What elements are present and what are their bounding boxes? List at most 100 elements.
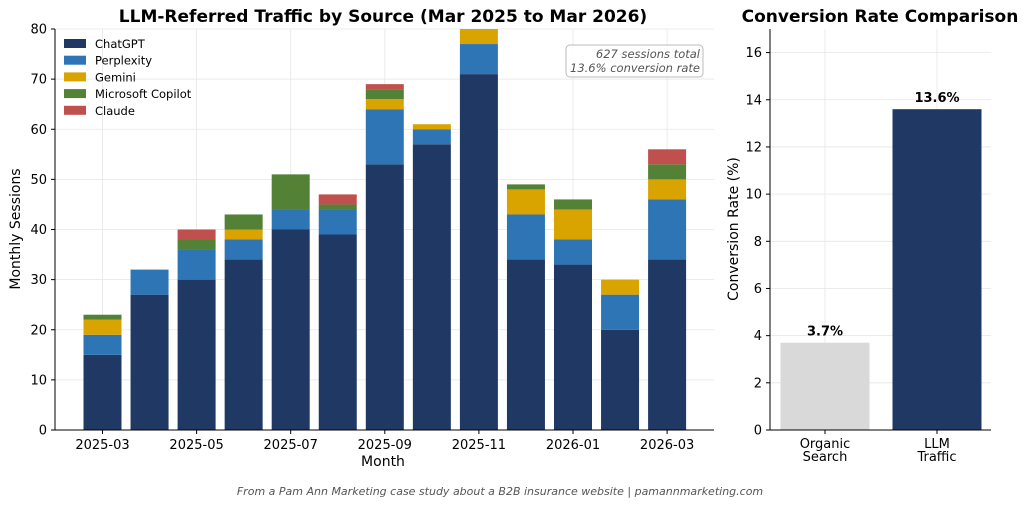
y-tick-label: 2: [754, 376, 762, 391]
conversion-bar: [892, 109, 982, 430]
bar-segment: [177, 229, 216, 240]
summary-annotation-rate: 13.6% conversion rate: [570, 61, 700, 75]
bar-segment: [365, 99, 404, 110]
bar-segment: [601, 279, 640, 295]
traffic-chart-title: LLM-Referred Traffic by Source (Mar 2025…: [119, 7, 647, 27]
conversion-value-label: 13.6%: [914, 91, 959, 106]
bar-segment: [365, 109, 404, 165]
bar-segment: [318, 209, 357, 235]
bar-segment: [412, 129, 451, 145]
bar-segment: [224, 229, 263, 240]
bar-segment: [459, 74, 498, 431]
conversion-chart-title: Conversion Rate Comparison: [742, 7, 1019, 27]
bar-segment: [271, 209, 310, 230]
traffic-chart-xlabel: Month: [361, 454, 405, 470]
bar-segment: [554, 199, 592, 210]
bar-segment: [271, 229, 310, 430]
traffic-chart-bars: [83, 29, 687, 431]
y-tick-label: 10: [745, 188, 762, 203]
bar-segment: [506, 259, 545, 430]
bar-segment: [506, 184, 545, 190]
legend-swatch: [64, 39, 86, 48]
y-tick-label: 12: [745, 140, 762, 155]
conversion-rate-chart: Conversion Rate Comparison 3.7% 13.6% 0 2 4…: [726, 7, 1018, 465]
y-tick-label: 16: [745, 46, 762, 61]
y-tick-label: 0: [754, 424, 762, 439]
bar-segment: [601, 329, 640, 430]
bar-segment: [224, 214, 263, 230]
bar-segment: [224, 239, 263, 260]
bar-segment: [318, 234, 357, 430]
bar-segment: [130, 269, 169, 295]
bar-segment: [130, 294, 169, 430]
legend-swatch: [64, 55, 86, 65]
y-tick-label: 60: [30, 123, 47, 138]
bar-segment: [648, 164, 687, 180]
bar-segment: [224, 259, 263, 430]
traffic-chart-axes: 0 10 20 30 40 50 60 70 80 2025-03 2025-05 2025-07 20…: [30, 23, 714, 453]
y-tick-label: 40: [30, 223, 47, 238]
bar-segment: [83, 354, 122, 430]
bar-segment: [83, 319, 122, 335]
legend-label: Claude: [95, 104, 135, 118]
traffic-by-source-chart: LLM-Referred Traffic by Source (Mar 2025…: [8, 7, 714, 470]
bar-segment: [318, 204, 357, 210]
bar-segment: [459, 29, 498, 45]
legend-swatch: [64, 89, 86, 99]
legend-label: Microsoft Copilot: [95, 87, 192, 101]
y-tick-label: 70: [30, 73, 47, 88]
bar-segment: [412, 144, 451, 430]
y-tick-label: 6: [754, 282, 762, 297]
bar-segment: [412, 124, 451, 130]
bar-segment: [648, 149, 687, 165]
y-tick-label: 50: [30, 173, 47, 188]
bar-segment: [601, 294, 640, 330]
conversion-bar: [780, 342, 870, 430]
bar-segment: [506, 189, 545, 215]
x-tick-label: Search: [803, 450, 848, 465]
x-tick-label: 2025-03: [75, 438, 129, 453]
y-tick-label: 80: [30, 23, 47, 38]
x-tick-label: 2026-01: [546, 438, 600, 453]
bar-segment: [648, 259, 687, 430]
legend-label: ChatGPT: [95, 37, 146, 51]
bar-segment: [83, 334, 122, 355]
bar-segment: [554, 264, 592, 430]
bar-segment: [365, 164, 404, 430]
bar-segment: [83, 314, 122, 320]
x-tick-label: 2025-05: [169, 438, 223, 453]
summary-annotation-sessions: 627 sessions total: [596, 47, 701, 61]
bar-segment: [365, 89, 404, 100]
y-tick-label: 30: [30, 273, 47, 288]
bar-segment: [271, 174, 310, 210]
legend-label: Gemini: [95, 70, 136, 84]
bar-segment: [554, 239, 592, 265]
bar-segment: [648, 199, 687, 260]
bar-segment: [459, 44, 498, 75]
y-tick-label: 14: [745, 93, 762, 108]
x-tick-label: Organic: [800, 437, 851, 452]
bar-segment: [177, 279, 216, 430]
bar-segment: [554, 209, 592, 240]
bar-segment: [177, 249, 216, 280]
source-footer: From a Pam Ann Marketing case study abou…: [237, 485, 763, 498]
summary-annotation: 627 sessions total 13.6% conversion rate: [565, 44, 704, 78]
x-tick-label: 2025-11: [452, 438, 506, 453]
y-tick-label: 8: [754, 235, 762, 250]
legend-label: Perplexity: [95, 54, 152, 68]
y-tick-label: 0: [39, 424, 47, 439]
traffic-chart-ylabel: Monthly Sessions: [8, 168, 24, 289]
legend-swatch: [64, 72, 86, 82]
y-tick-label: 20: [30, 323, 47, 338]
y-tick-label: 10: [30, 373, 47, 388]
x-tick-label: 2025-07: [264, 438, 318, 453]
legend-swatch: [64, 105, 86, 115]
bar-segment: [365, 84, 404, 90]
conversion-chart-bars: 3.7% 13.6%: [780, 91, 982, 430]
bar-segment: [648, 179, 687, 200]
summary-annotation-box: [565, 44, 704, 78]
conversion-value-label: 3.7%: [807, 325, 843, 340]
x-tick-label: 2025-09: [358, 438, 412, 453]
conversion-chart-ylabel: Conversion Rate (%): [726, 157, 742, 301]
